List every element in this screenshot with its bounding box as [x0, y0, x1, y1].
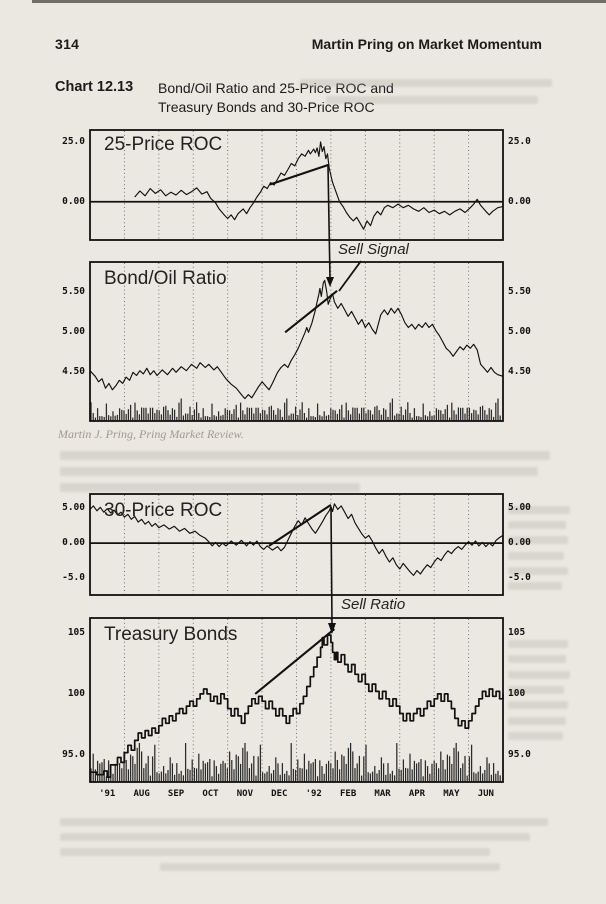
y-axis-label: 5.50: [62, 286, 85, 298]
y-axis-label: 105: [67, 626, 85, 638]
chart-caption-label: Chart 12.13: [55, 79, 134, 95]
x-axis-label: APR: [408, 789, 426, 799]
bleed-through-line: [508, 521, 566, 529]
x-axis-label: '92: [305, 789, 322, 799]
x-axis-label: SEP: [167, 789, 185, 799]
panel-title-bond-oil-ratio: Bond/Oil Ratio: [104, 268, 227, 289]
y-axis-label: -5.0: [508, 572, 531, 584]
chart-canvas-treasury-bonds: [89, 617, 504, 783]
bleed-through-line: [300, 79, 552, 87]
x-axis-label: '91: [99, 789, 116, 799]
x-axis-label: MAY: [443, 789, 460, 799]
y-axis-label: 5.00: [508, 502, 531, 514]
book-title: Martin Pring on Market Momentum: [311, 36, 542, 52]
y-axis-label: 5.50: [508, 286, 531, 298]
bleed-through-line: [508, 701, 568, 709]
bleed-through-line: [60, 451, 550, 460]
bleed-through-line: [508, 732, 563, 740]
y-axis-label: 4.50: [508, 366, 531, 378]
y-axis-label: 0.00: [62, 195, 85, 207]
chart-caption-line: Bond/Oil Ratio and 25-Price ROC and: [158, 80, 394, 96]
y-axis-label: 0.00: [508, 537, 531, 549]
y-axis-label: 5.00: [62, 326, 85, 338]
y-axis-label: -5.0: [62, 572, 85, 584]
chart-canvas-bond-oil-ratio: [89, 261, 504, 422]
x-axis-label: FEB: [340, 789, 357, 799]
y-axis-label: 4.50: [62, 366, 85, 378]
bleed-through-line: [60, 467, 538, 476]
y-axis-label: 5.00: [508, 326, 531, 338]
bleed-through-line: [508, 567, 568, 575]
x-axis-label: AUG: [133, 789, 150, 799]
y-axis-label: 100: [67, 687, 85, 699]
panel-title-30-price-roc: 30-Price ROC: [104, 500, 223, 521]
x-axis-label: NOV: [236, 789, 253, 799]
scan-edge-artifact: [32, 0, 606, 3]
y-axis-label: 0.00: [508, 195, 531, 207]
sell-ratio-annotation: Sell Ratio: [341, 596, 406, 613]
bleed-through-line: [508, 506, 570, 514]
bleed-through-line: [508, 536, 568, 544]
bleed-through-attribution: Martin J. Pring, Pring Market Review.: [58, 427, 244, 441]
sell-signal-annotation: Sell Signal: [338, 241, 409, 258]
bleed-through-line: [326, 96, 538, 104]
bleed-through-line: [60, 818, 548, 826]
bleed-through-line: [508, 717, 566, 725]
page-number: 314: [55, 36, 80, 52]
bleed-through-line: [508, 655, 566, 663]
y-axis-label: 95.0: [508, 749, 531, 761]
bleed-through-line: [508, 582, 562, 590]
x-axis-label: OCT: [202, 789, 219, 799]
bleed-through-line: [508, 552, 564, 560]
bleed-through-line: [60, 833, 530, 841]
y-axis-label: 5.00: [62, 502, 85, 514]
x-axis-label: MAR: [374, 789, 391, 799]
y-axis-label: 95.0: [62, 749, 85, 761]
chart-canvas-25-price-roc: [89, 129, 504, 241]
bleed-through-line: [60, 848, 490, 856]
y-axis-label: 0.00: [62, 537, 85, 549]
bleed-through-line: [60, 483, 360, 492]
chart-caption-line: Treasury Bonds and 30-Price ROC: [158, 99, 375, 115]
bleed-through-line: [508, 671, 570, 679]
panel-title-treasury-bonds: Treasury Bonds: [104, 624, 238, 645]
chart-canvas-30-price-roc: [89, 493, 504, 596]
bleed-through-line: [160, 863, 500, 871]
bleed-through-line: [508, 640, 568, 648]
bleed-through-line: [508, 686, 564, 694]
y-axis-label: 25.0: [62, 135, 85, 147]
y-axis-label: 100: [508, 687, 526, 699]
x-axis-label: JUN: [477, 789, 494, 799]
y-axis-label: 105: [508, 626, 526, 638]
x-axis-label: DEC: [271, 789, 288, 799]
y-axis-label: 25.0: [508, 135, 531, 147]
panel-title-25-price-roc: 25-Price ROC: [104, 134, 223, 155]
